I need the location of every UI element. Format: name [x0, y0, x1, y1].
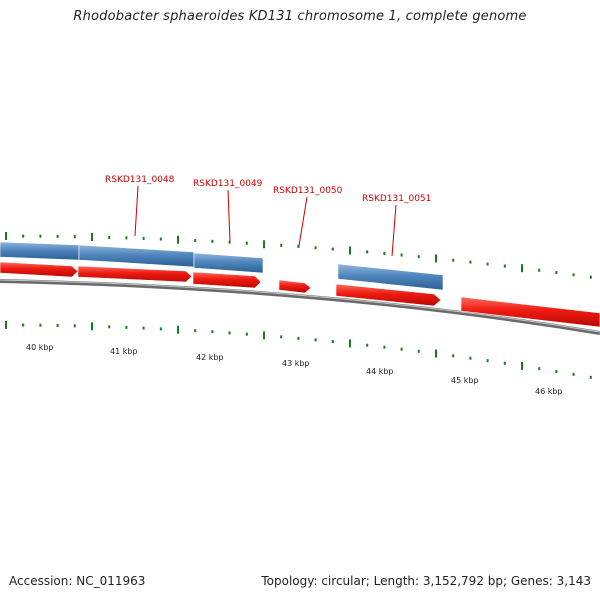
map-title: Rhodobacter sphaeroides KD131 chromosome… — [73, 9, 527, 24]
forward-gene[interactable] — [0, 261, 79, 278]
leader-line — [227, 189, 231, 243]
gene-label-leaders — [134, 185, 397, 257]
forward-gene[interactable] — [77, 265, 193, 283]
genome-summary: Topology: circular; Length: 3,152,792 bp… — [261, 574, 591, 588]
scale-label: 41 kbp — [110, 347, 138, 356]
gc-content-track-outer — [5, 232, 592, 279]
genome-backbone-highlight — [0, 279, 600, 333]
genome-backbone — [0, 279, 600, 335]
reverse-gene[interactable] — [0, 241, 80, 261]
gene-label[interactable]: RSKD131_0048 — [105, 175, 175, 185]
reverse-gene[interactable] — [78, 244, 195, 268]
reverse-gene[interactable] — [193, 252, 264, 274]
forward-gene[interactable] — [460, 296, 600, 328]
scale-label: 44 kbp — [366, 367, 394, 376]
leader-line — [391, 204, 397, 257]
forward-gene[interactable] — [335, 283, 442, 307]
leader-line — [134, 185, 139, 237]
scale-label: 46 kbp — [535, 387, 563, 396]
gene-label[interactable]: RSKD131_0051 — [362, 194, 431, 204]
forward-gene[interactable] — [192, 271, 262, 289]
leader-line — [298, 196, 308, 247]
scale-label: 43 kbp — [282, 359, 310, 368]
reverse-strand-genes — [0, 241, 444, 291]
scale-label: 40 kbp — [26, 343, 54, 352]
forward-gene[interactable] — [278, 279, 312, 294]
gene-label[interactable]: RSKD131_0050 — [273, 186, 343, 196]
reverse-gene[interactable] — [337, 263, 444, 291]
accession-label: Accession: NC_011963 — [9, 574, 146, 588]
scale-label: 42 kbp — [196, 353, 224, 362]
gc-content-track-inner — [5, 321, 592, 379]
scale-label: 45 kbp — [451, 376, 479, 385]
gene-label[interactable]: RSKD131_0049 — [193, 179, 263, 189]
forward-strand-genes — [0, 261, 600, 328]
